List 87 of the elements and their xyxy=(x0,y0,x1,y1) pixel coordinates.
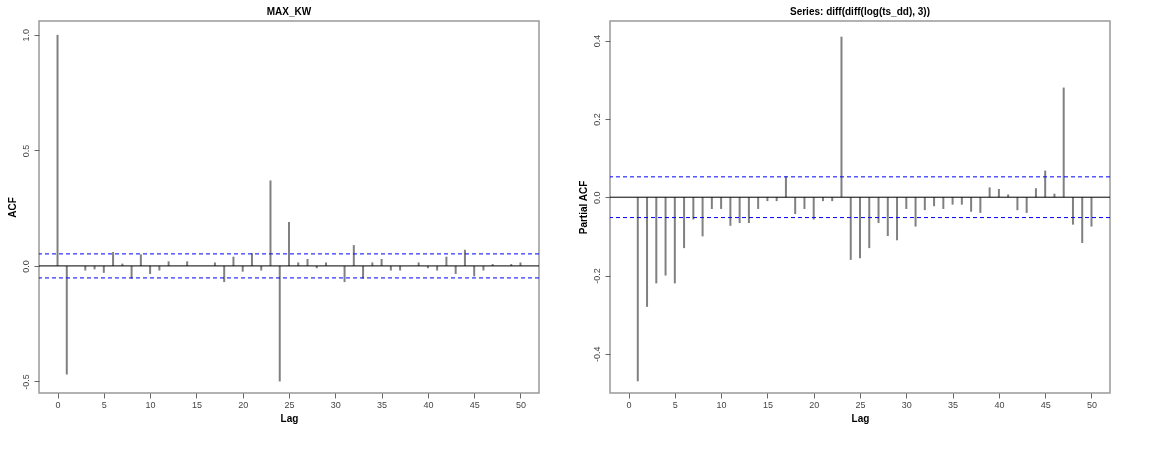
bar xyxy=(56,34,59,266)
bar xyxy=(1025,197,1028,213)
x-tick-label: 0 xyxy=(626,399,632,410)
bar xyxy=(812,197,815,220)
y-tick-label: -0.5 xyxy=(20,374,31,390)
y-axis-title: ACF xyxy=(6,197,18,218)
chart-title: MAX_KW xyxy=(266,6,312,17)
x-tick-label: 20 xyxy=(238,399,249,410)
bar xyxy=(646,197,649,307)
bar xyxy=(269,180,272,266)
bar xyxy=(1007,194,1010,198)
x-tick-label: 10 xyxy=(145,399,156,410)
bar xyxy=(701,197,704,237)
bar xyxy=(636,197,639,382)
bar xyxy=(794,197,797,215)
y-axis-title: Partial ACF xyxy=(577,180,589,235)
bar xyxy=(112,252,115,266)
bar xyxy=(1034,188,1037,198)
bar xyxy=(673,197,676,284)
bar xyxy=(1081,197,1084,244)
x-tick-label: 5 xyxy=(672,399,678,410)
x-axis-title: Lag xyxy=(851,412,870,424)
bar xyxy=(288,222,290,266)
x-tick-label: 40 xyxy=(994,399,1005,410)
bar xyxy=(1044,170,1047,198)
bar xyxy=(692,197,695,220)
bar xyxy=(877,197,880,224)
x-tick-label: 15 xyxy=(762,399,773,410)
x-tick-label: 40 xyxy=(423,399,434,410)
y-tick-label: -0.4 xyxy=(591,346,602,363)
bar xyxy=(784,176,787,198)
bar xyxy=(757,197,760,209)
x-tick-label: 35 xyxy=(377,399,388,410)
bar xyxy=(840,36,843,198)
y-tick-label: 0.5 xyxy=(20,144,31,158)
bar xyxy=(720,197,723,209)
bar xyxy=(729,197,732,226)
x-tick-label: 35 xyxy=(948,399,959,410)
bar xyxy=(343,265,346,283)
bar xyxy=(664,197,667,276)
bar xyxy=(655,197,658,284)
bar xyxy=(1016,197,1019,211)
bar xyxy=(849,197,852,260)
bar xyxy=(905,197,908,209)
x-tick-label: 15 xyxy=(191,399,202,410)
y-tick-label: 1.0 xyxy=(20,29,31,42)
bar xyxy=(747,197,750,224)
x-tick-label: 50 xyxy=(1086,399,1097,410)
bar xyxy=(710,197,713,209)
bar xyxy=(1062,87,1065,198)
bar xyxy=(923,197,926,211)
x-tick-label: 30 xyxy=(901,399,912,410)
x-tick-label: 25 xyxy=(284,399,295,410)
x-tick-label: 30 xyxy=(330,399,341,410)
bar xyxy=(65,265,68,375)
x-tick-label: 20 xyxy=(809,399,820,410)
bar xyxy=(1071,197,1074,225)
bar xyxy=(1090,197,1093,227)
bar xyxy=(139,254,142,266)
bar xyxy=(979,197,982,213)
y-tick-label: 0.2 xyxy=(591,113,602,126)
bar xyxy=(914,197,917,227)
x-tick-label: 45 xyxy=(1040,399,1051,410)
bar xyxy=(997,188,1000,198)
x-tick-label: 50 xyxy=(515,399,526,410)
bar xyxy=(970,197,973,212)
bar xyxy=(278,265,281,382)
bar xyxy=(683,197,686,249)
bar xyxy=(859,197,861,259)
x-axis-title: Lag xyxy=(280,412,299,424)
bar xyxy=(868,197,871,249)
bar xyxy=(896,197,899,241)
bar xyxy=(988,187,991,198)
x-tick-label: 5 xyxy=(101,399,107,410)
x-tick-label: 0 xyxy=(55,399,61,410)
y-tick-label: 0.4 xyxy=(591,34,602,48)
x-tick-label: 45 xyxy=(469,399,480,410)
bar xyxy=(803,197,806,209)
chart-title: Series: diff(diff(log(ts_dd), 3)) xyxy=(790,6,930,17)
bar xyxy=(738,197,741,224)
y-tick-label: 0.0 xyxy=(20,260,31,273)
x-tick-label: 25 xyxy=(855,399,866,410)
y-tick-label: -0.2 xyxy=(591,268,602,284)
y-tick-label: 0.0 xyxy=(591,191,602,204)
x-tick-label: 10 xyxy=(716,399,727,410)
bar xyxy=(942,197,945,209)
bar xyxy=(886,197,889,236)
